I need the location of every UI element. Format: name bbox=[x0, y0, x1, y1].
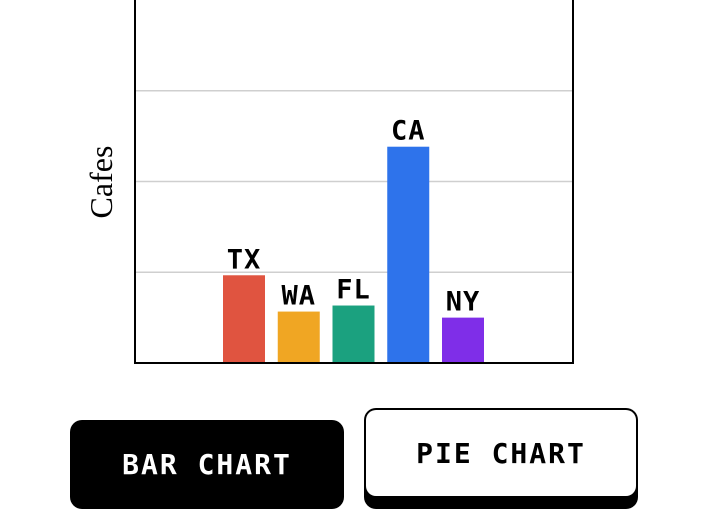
bar-ny bbox=[442, 317, 484, 363]
bar-label-ny: NY bbox=[446, 287, 481, 318]
bar-label-wa: WA bbox=[281, 281, 316, 312]
gridlines bbox=[135, 90, 573, 273]
pie-chart-button[interactable]: PIE CHART bbox=[366, 410, 636, 496]
bar-labels: TX WA FL CA NY bbox=[227, 116, 481, 318]
y-axis-label: Cafes bbox=[83, 146, 119, 219]
bars bbox=[223, 146, 484, 363]
plot-frame bbox=[134, 0, 574, 364]
pie-chart-button-label: PIE CHART bbox=[416, 436, 586, 470]
bar-ca bbox=[387, 146, 430, 363]
bar-label-ca: CA bbox=[391, 116, 426, 147]
bar-label-tx: TX bbox=[227, 244, 262, 275]
bar-chart-button-label: BAR CHART bbox=[122, 448, 292, 481]
bar-chart: TX WA FL CA NY Cafes bbox=[83, 0, 574, 364]
bar-tx bbox=[223, 275, 265, 363]
bar-chart-button[interactable]: BAR CHART bbox=[70, 420, 344, 509]
bar-wa bbox=[277, 311, 320, 363]
bar-label-fl: FL bbox=[336, 275, 371, 306]
bar-fl bbox=[332, 305, 375, 363]
